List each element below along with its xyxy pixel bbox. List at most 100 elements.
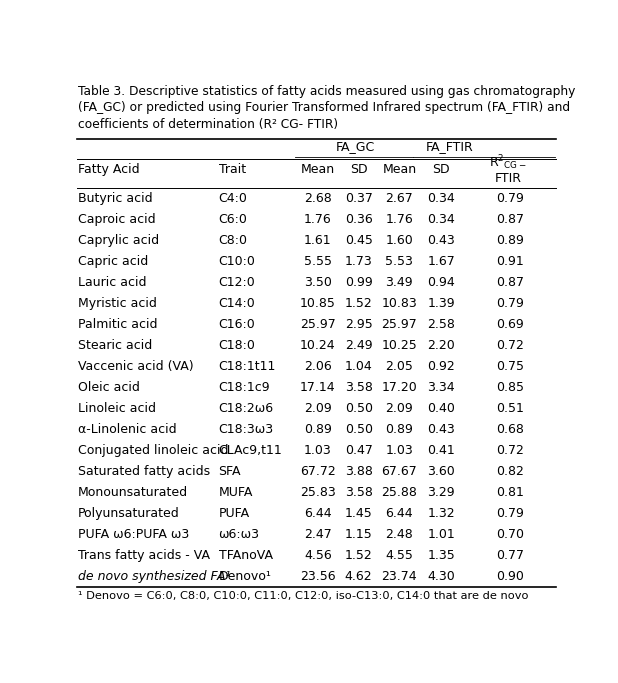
Text: 25.97: 25.97 xyxy=(300,318,336,331)
Text: 0.40: 0.40 xyxy=(427,402,455,415)
Text: 1.61: 1.61 xyxy=(304,234,332,247)
Text: C18:1t11: C18:1t11 xyxy=(219,360,276,373)
Text: 2.48: 2.48 xyxy=(386,528,413,541)
Text: Trait: Trait xyxy=(219,163,246,176)
Text: 0.37: 0.37 xyxy=(345,192,373,205)
Text: ω6:ω3: ω6:ω3 xyxy=(219,528,260,541)
Text: 0.43: 0.43 xyxy=(428,234,455,247)
Text: 1.45: 1.45 xyxy=(345,507,373,520)
Text: 1.67: 1.67 xyxy=(428,255,455,268)
Text: SFA: SFA xyxy=(219,465,241,478)
Text: C6:0: C6:0 xyxy=(219,213,247,226)
Text: Butyric acid: Butyric acid xyxy=(78,192,153,205)
Text: 0.89: 0.89 xyxy=(386,423,413,436)
Text: coefficients of determination (R² CG- FTIR): coefficients of determination (R² CG- FT… xyxy=(78,118,338,131)
Text: 0.91: 0.91 xyxy=(496,255,524,268)
Text: Caproic acid: Caproic acid xyxy=(78,213,156,226)
Text: C18:1c9: C18:1c9 xyxy=(219,381,270,394)
Text: 0.85: 0.85 xyxy=(496,381,524,394)
Text: ¹ Denovo = C6:0, C8:0, C10:0, C11:0, C12:0, iso-C13:0, C14:0 that are de novo: ¹ Denovo = C6:0, C8:0, C10:0, C11:0, C12… xyxy=(78,591,529,601)
Text: 10.24: 10.24 xyxy=(300,339,336,352)
Text: 4.56: 4.56 xyxy=(304,549,332,562)
Text: 0.79: 0.79 xyxy=(496,192,524,205)
Text: (FA_GC) or predicted using Fourier Transformed Infrared spectrum (FA_FTIR) and: (FA_GC) or predicted using Fourier Trans… xyxy=(78,101,570,115)
Text: C10:0: C10:0 xyxy=(219,255,255,268)
Text: 1.32: 1.32 xyxy=(428,507,455,520)
Text: Monounsaturated: Monounsaturated xyxy=(78,486,188,499)
Text: 0.47: 0.47 xyxy=(345,444,373,457)
Text: Conjugated linoleic acid: Conjugated linoleic acid xyxy=(78,444,229,457)
Text: SD: SD xyxy=(433,163,450,176)
Text: 1.73: 1.73 xyxy=(345,255,373,268)
Text: 67.67: 67.67 xyxy=(381,465,417,478)
Text: C18:3ω3: C18:3ω3 xyxy=(219,423,274,436)
Text: Caprylic acid: Caprylic acid xyxy=(78,234,159,247)
Text: 0.72: 0.72 xyxy=(496,444,524,457)
Text: 2.09: 2.09 xyxy=(386,402,413,415)
Text: 3.34: 3.34 xyxy=(428,381,455,394)
Text: C14:0: C14:0 xyxy=(219,297,255,310)
Text: 2.47: 2.47 xyxy=(304,528,332,541)
Text: 4.62: 4.62 xyxy=(345,570,373,583)
Text: 1.39: 1.39 xyxy=(428,297,455,310)
Text: 2.20: 2.20 xyxy=(428,339,455,352)
Text: C16:0: C16:0 xyxy=(219,318,255,331)
Text: 10.25: 10.25 xyxy=(381,339,417,352)
Text: Stearic acid: Stearic acid xyxy=(78,339,153,352)
Text: 2.05: 2.05 xyxy=(386,360,413,373)
Text: FTIR: FTIR xyxy=(494,173,522,186)
Text: 1.01: 1.01 xyxy=(428,528,455,541)
Text: 2.49: 2.49 xyxy=(345,339,373,352)
Text: 2.09: 2.09 xyxy=(304,402,332,415)
Text: 0.90: 0.90 xyxy=(496,570,524,583)
Text: 1.35: 1.35 xyxy=(428,549,455,562)
Text: C18:2ω6: C18:2ω6 xyxy=(219,402,274,415)
Text: C8:0: C8:0 xyxy=(219,234,248,247)
Text: 23.56: 23.56 xyxy=(300,570,336,583)
Text: 0.50: 0.50 xyxy=(345,402,373,415)
Text: 10.85: 10.85 xyxy=(300,297,336,310)
Text: 0.75: 0.75 xyxy=(496,360,524,373)
Text: 2.67: 2.67 xyxy=(386,192,413,205)
Text: Myristic acid: Myristic acid xyxy=(78,297,157,310)
Text: 1.03: 1.03 xyxy=(304,444,332,457)
Text: 1.52: 1.52 xyxy=(345,549,373,562)
Text: 0.45: 0.45 xyxy=(345,234,373,247)
Text: 0.43: 0.43 xyxy=(428,423,455,436)
Text: Table 3. Descriptive statistics of fatty acids measured using gas chromatography: Table 3. Descriptive statistics of fatty… xyxy=(78,85,575,98)
Text: 5.55: 5.55 xyxy=(304,255,332,268)
Text: Fatty Acid: Fatty Acid xyxy=(78,163,140,176)
Text: 0.79: 0.79 xyxy=(496,297,524,310)
Text: 25.88: 25.88 xyxy=(381,486,417,499)
Text: Palmitic acid: Palmitic acid xyxy=(78,318,158,331)
Text: Capric acid: Capric acid xyxy=(78,255,148,268)
Text: 3.29: 3.29 xyxy=(428,486,455,499)
Text: 0.41: 0.41 xyxy=(428,444,455,457)
Text: 1.76: 1.76 xyxy=(386,213,413,226)
Text: 25.83: 25.83 xyxy=(300,486,336,499)
Text: Polyunsaturated: Polyunsaturated xyxy=(78,507,180,520)
Text: 0.87: 0.87 xyxy=(496,276,524,289)
Text: 0.34: 0.34 xyxy=(428,192,455,205)
Text: 3.49: 3.49 xyxy=(386,276,413,289)
Text: 2.58: 2.58 xyxy=(427,318,455,331)
Text: 0.94: 0.94 xyxy=(428,276,455,289)
Text: 0.68: 0.68 xyxy=(496,423,524,436)
Text: 1.60: 1.60 xyxy=(386,234,413,247)
Text: 6.44: 6.44 xyxy=(386,507,413,520)
Text: SD: SD xyxy=(350,163,368,176)
Text: FA_FTIR: FA_FTIR xyxy=(426,140,473,153)
Text: 0.77: 0.77 xyxy=(496,549,524,562)
Text: MUFA: MUFA xyxy=(219,486,253,499)
Text: 17.20: 17.20 xyxy=(381,381,417,394)
Text: 10.83: 10.83 xyxy=(381,297,417,310)
Text: 3.60: 3.60 xyxy=(428,465,455,478)
Text: 0.87: 0.87 xyxy=(496,213,524,226)
Text: 0.99: 0.99 xyxy=(345,276,373,289)
Text: 5.53: 5.53 xyxy=(386,255,413,268)
Text: 1.15: 1.15 xyxy=(345,528,373,541)
Text: 4.30: 4.30 xyxy=(428,570,455,583)
Text: 0.72: 0.72 xyxy=(496,339,524,352)
Text: 17.14: 17.14 xyxy=(300,381,336,394)
Text: 3.58: 3.58 xyxy=(345,381,373,394)
